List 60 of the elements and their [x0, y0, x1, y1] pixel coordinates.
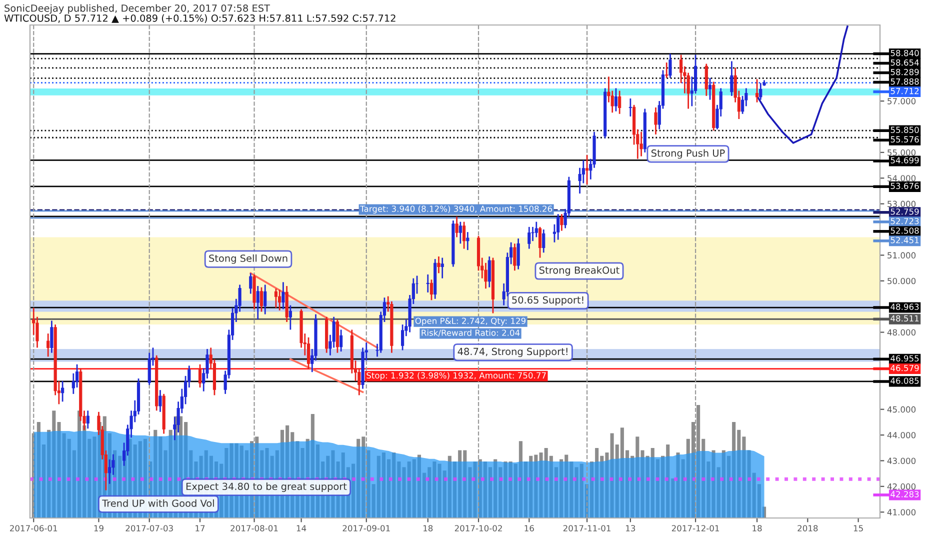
legend-label: 42.283	[890, 491, 919, 498]
ref-line-label: 46.955	[890, 355, 919, 362]
x-tick-label: 2017-10-02	[454, 525, 502, 532]
y-tick-label: 48.000	[887, 329, 916, 336]
x-tick-label: 2018	[798, 525, 818, 532]
y-tick-label: 44.000	[887, 432, 916, 438]
x-tick-label: 19	[94, 525, 104, 532]
legend-label: 52.451	[890, 236, 919, 244]
ref-line-label: 53.676	[890, 182, 919, 190]
ref-line-label: 46.579	[890, 364, 919, 372]
ref-line-label: 46.085	[890, 378, 919, 384]
legend-label: 52.508	[890, 227, 919, 234]
x-tick-label: 17	[196, 525, 205, 532]
x-tick-label: 2017-09-01	[342, 525, 390, 532]
y-tick-label: 53.000	[888, 200, 916, 208]
y-tick-label: 51.000	[888, 252, 916, 258]
ref-line-label: 54.699	[890, 157, 919, 164]
annotation: Open P&L: 2.742, Qty: 129	[415, 318, 526, 326]
y-tick-label: 50.000	[888, 278, 916, 284]
x-tick-label: 2017-06-01	[10, 525, 58, 532]
ref-line-label: 55.576	[890, 136, 919, 143]
y-tick-label: 45.000	[887, 406, 916, 413]
chart-title: SonicDeejay published, December 20, 2017 07:58 EST	[4, 4, 270, 14]
x-tick-label: 2017-08-01	[230, 525, 278, 532]
x-tick-label: 16	[524, 525, 534, 532]
annotation: Expect 34.80 to be great support	[186, 482, 347, 492]
y-tick-label: 42.000	[887, 483, 916, 490]
y-tick-label: 41.000	[887, 509, 916, 516]
x-tick-label: 13	[626, 525, 636, 532]
ref-line-label: 48.963	[890, 304, 919, 310]
ref-line-label: 58.289	[890, 68, 919, 76]
ref-line-label: 57.888	[890, 78, 919, 85]
y-tick-label: 54.000	[888, 175, 916, 182]
ref-line-label: 55.850	[890, 126, 919, 134]
x-tick-label: 2017-07-03	[126, 525, 173, 532]
annotation: 50.65 Support!	[512, 296, 584, 306]
annotation: Risk/Reward Ratio: 2.04	[422, 329, 520, 337]
x-tick-label: 2017-12-01	[672, 525, 719, 532]
annotation: Stong Sell Down	[209, 254, 288, 264]
annotation: Stop: 1.932 (3.98%) 1932, Amount: 750.77	[366, 372, 546, 380]
y-tick-label: 55.000	[888, 149, 916, 156]
ref-line-label: 48.511	[890, 315, 919, 322]
ref-line-label: 58.654	[890, 59, 919, 66]
x-tick-label: 14	[296, 525, 306, 532]
annotation: Target: 3.940 (8.12%) 3940, Amount: 1508.26	[360, 205, 552, 214]
y-tick-label: 43.000	[887, 458, 916, 464]
x-tick-label: 18	[752, 525, 762, 532]
annotation: Strong Push UP	[651, 149, 725, 159]
x-tick-label: 18	[423, 525, 433, 532]
annotation: 48.74, Strong Support!	[458, 348, 568, 358]
x-tick-label: 15	[854, 525, 863, 532]
ref-line-label: 52.759	[890, 208, 919, 215]
ref-line-label: 58.840	[890, 50, 919, 56]
x-tick-label: 2017-11-01	[563, 525, 610, 532]
annotation: Strong BreakOut	[539, 266, 620, 276]
legend-label: 52.723	[890, 218, 919, 224]
y-tick-label: 57.000	[888, 98, 916, 104]
annotation: Trend UP with Good Vol	[102, 499, 214, 507]
legend-label: 57.712	[890, 88, 919, 94]
chart-subtitle: WTICOUSD, D 57.712 ▲ +0.089 (+0.15%) O:57.623 H:57.811 L:57.592 C:57.712	[4, 14, 396, 23]
